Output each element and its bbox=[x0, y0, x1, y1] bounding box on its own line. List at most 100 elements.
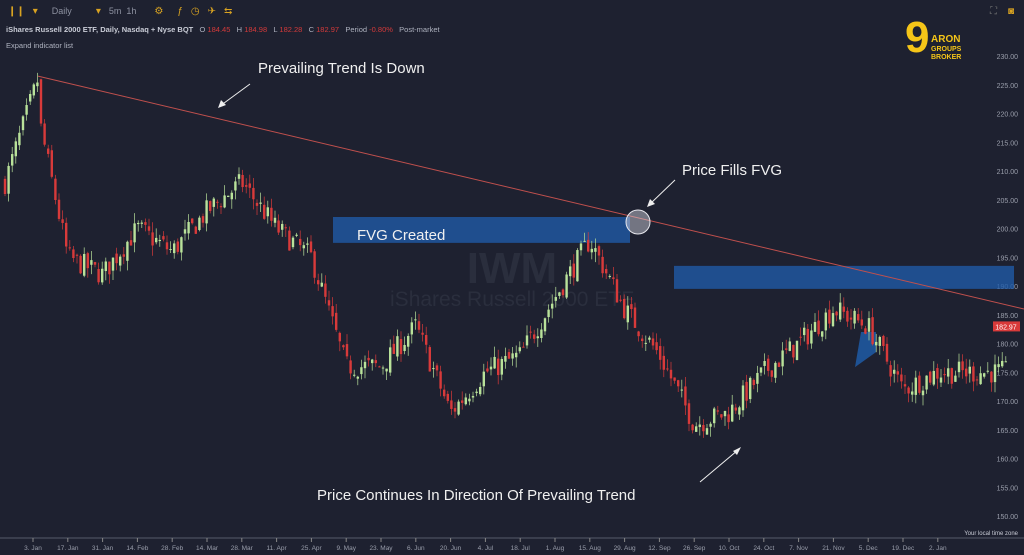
candle-body bbox=[407, 335, 410, 347]
x-tick-label: 7. Nov bbox=[789, 545, 809, 552]
annotation-trend: Prevailing Trend Is Down bbox=[258, 60, 425, 77]
fullscreen-icon[interactable]: ⛶ bbox=[990, 5, 997, 17]
candle bbox=[122, 247, 125, 265]
candle bbox=[533, 329, 536, 344]
y-tick-label: 165.00 bbox=[997, 428, 1019, 435]
candle-body bbox=[435, 365, 439, 371]
candle bbox=[223, 185, 226, 209]
candle bbox=[857, 308, 860, 323]
candle-body bbox=[968, 366, 971, 374]
x-tick-label: 31. Jan bbox=[92, 545, 114, 552]
y-tick-label: 215.00 bbox=[997, 140, 1019, 147]
candle-body bbox=[576, 250, 579, 282]
interval-select[interactable]: Daily bbox=[51, 6, 72, 16]
candle-body bbox=[302, 245, 305, 249]
candle-body bbox=[288, 230, 291, 251]
candles-icon[interactable]: ❙❙ bbox=[8, 5, 25, 17]
y-tick-label: 160.00 bbox=[997, 457, 1019, 464]
candle-body bbox=[385, 368, 388, 372]
candle-body bbox=[612, 277, 615, 280]
candle-body bbox=[669, 369, 673, 379]
candle-body bbox=[281, 223, 284, 230]
candle bbox=[241, 169, 244, 193]
candle-body bbox=[216, 201, 219, 203]
candle-body bbox=[338, 332, 341, 342]
candle-body bbox=[471, 395, 475, 398]
interval-1h[interactable]: 1h bbox=[126, 6, 137, 16]
candle bbox=[320, 273, 323, 288]
candle-body bbox=[547, 309, 550, 318]
candle bbox=[561, 288, 565, 298]
candle-body bbox=[277, 220, 280, 233]
candle bbox=[367, 350, 370, 367]
candle bbox=[162, 231, 165, 242]
annotation-arrow bbox=[649, 179, 676, 205]
settings-icon[interactable]: ⚙ bbox=[154, 5, 164, 17]
candle bbox=[299, 230, 302, 252]
candle-body bbox=[183, 229, 187, 234]
candle-body bbox=[623, 298, 626, 319]
candle-body bbox=[133, 223, 136, 243]
candle bbox=[79, 254, 82, 275]
x-tick-label: 19. Dec bbox=[892, 545, 915, 552]
clock-icon[interactable]: ◷ bbox=[190, 5, 200, 17]
candle bbox=[741, 380, 745, 417]
chevron-down-icon[interactable]: ▾ bbox=[95, 5, 101, 17]
candle-body bbox=[374, 360, 377, 364]
candle-body bbox=[781, 350, 784, 367]
candle bbox=[421, 323, 424, 342]
candle bbox=[309, 235, 313, 254]
indicator-icon[interactable]: ƒ bbox=[177, 5, 183, 17]
x-tick-label: 25. Apr bbox=[301, 545, 322, 552]
candle-body bbox=[126, 241, 129, 261]
candle bbox=[11, 146, 14, 173]
candle-body bbox=[162, 236, 165, 240]
expand-indicator-list[interactable]: Expand indicator list bbox=[6, 41, 74, 50]
candle bbox=[252, 178, 255, 210]
candle-body bbox=[295, 234, 298, 236]
candle-body bbox=[306, 243, 309, 245]
camera-icon[interactable]: ◙ bbox=[1008, 5, 1015, 17]
chevron-down-icon[interactable]: ▾ bbox=[32, 5, 38, 17]
candle bbox=[655, 333, 658, 355]
interval-5m[interactable]: 5m bbox=[108, 6, 122, 16]
candle bbox=[385, 368, 388, 381]
candle bbox=[727, 406, 730, 430]
candle-body bbox=[705, 428, 709, 435]
candle-body bbox=[867, 318, 871, 332]
replay-icon[interactable]: ✈ bbox=[207, 5, 217, 17]
candle bbox=[810, 323, 813, 349]
candle bbox=[378, 365, 381, 368]
candle bbox=[457, 399, 460, 416]
candle bbox=[702, 419, 705, 438]
candle bbox=[569, 259, 572, 284]
candle-body bbox=[468, 398, 471, 402]
candle-body bbox=[903, 384, 907, 387]
candle-body bbox=[918, 375, 921, 393]
candle bbox=[551, 294, 554, 319]
candle bbox=[954, 370, 957, 382]
candle bbox=[392, 335, 395, 355]
x-tick-label: 21. Nov bbox=[822, 545, 845, 552]
candle-body bbox=[752, 379, 755, 386]
candle-body bbox=[11, 154, 14, 166]
candle bbox=[705, 423, 709, 436]
candle bbox=[824, 308, 827, 340]
candle-body bbox=[734, 407, 737, 411]
candle-body bbox=[327, 300, 331, 306]
compare-icon[interactable]: ⇆ bbox=[224, 5, 233, 17]
candle-body bbox=[360, 367, 363, 375]
candle bbox=[731, 394, 734, 423]
candle bbox=[3, 175, 7, 197]
candle-body bbox=[464, 397, 467, 405]
candle-body bbox=[990, 371, 993, 383]
candle bbox=[651, 332, 655, 350]
candle bbox=[972, 362, 975, 392]
candle-body bbox=[540, 329, 543, 339]
candle bbox=[903, 375, 907, 394]
candle-body bbox=[929, 371, 932, 383]
x-tick-label: 20. Jun bbox=[440, 545, 462, 552]
candle-body bbox=[90, 260, 93, 265]
candle-body bbox=[201, 216, 205, 223]
